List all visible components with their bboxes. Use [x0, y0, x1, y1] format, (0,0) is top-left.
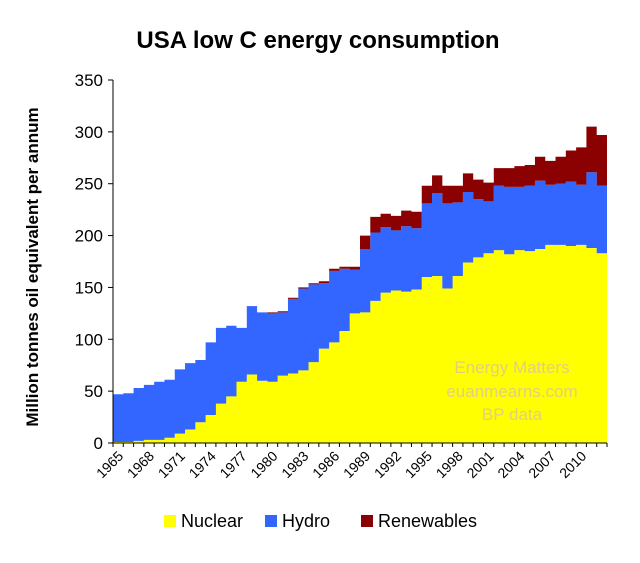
- annotation-text: BP data: [482, 405, 543, 424]
- legend-label-renewables: Renewables: [378, 511, 477, 531]
- legend-label-nuclear: Nuclear: [181, 511, 243, 531]
- annotation-text: Energy Matters: [454, 358, 569, 377]
- y-ticks: 0 50 100 150 200 250 300 350: [75, 71, 113, 453]
- legend-swatch-nuclear: [164, 515, 176, 527]
- x-tick-label: 1968: [124, 448, 157, 481]
- x-tick-label: 1998: [433, 448, 466, 481]
- y-tick-label: 100: [75, 330, 103, 349]
- x-tick-label: 1980: [247, 448, 280, 481]
- y-tick-label: 50: [84, 382, 103, 401]
- y-axis-label: Million tonnes oil equivalent per annum: [23, 107, 42, 426]
- plot-areas: [113, 126, 607, 443]
- y-tick-label: 300: [75, 123, 103, 142]
- x-tick-label: 1983: [278, 448, 311, 481]
- x-tick-label: 1989: [340, 448, 373, 481]
- x-tick-label: 2001: [463, 448, 496, 481]
- x-tick-label: 1992: [371, 448, 404, 481]
- area-renewables: [113, 126, 607, 395]
- x-tick-label: 1974: [186, 448, 219, 481]
- chart-title: USA low C energy consumption: [136, 27, 499, 54]
- y-tick-label: 0: [94, 434, 103, 453]
- area-hydro: [113, 172, 607, 442]
- x-tick-label: 1977: [216, 448, 249, 481]
- y-tick-label: 350: [75, 71, 103, 90]
- annotations: Energy Matters euanmearns.com BP data: [446, 358, 577, 424]
- x-tick-label: 1986: [309, 448, 342, 481]
- legend-label-hydro: Hydro: [282, 511, 330, 531]
- legend: Nuclear Hydro Renewables: [164, 511, 477, 531]
- legend-swatch-renewables: [361, 515, 373, 527]
- x-tick-label: 2004: [494, 448, 527, 481]
- x-tick-label: 2010: [556, 448, 589, 481]
- x-tick-label: 1995: [402, 448, 435, 481]
- y-tick-label: 250: [75, 175, 103, 194]
- x-ticks: 1965196819711974197719801983198619891992…: [93, 443, 608, 481]
- annotation-text: euanmearns.com: [446, 382, 577, 401]
- x-tick-label: 2007: [525, 448, 558, 481]
- x-tick-label: 1971: [155, 448, 188, 481]
- y-tick-label: 150: [75, 278, 103, 297]
- y-tick-label: 200: [75, 227, 103, 246]
- legend-swatch-hydro: [265, 515, 277, 527]
